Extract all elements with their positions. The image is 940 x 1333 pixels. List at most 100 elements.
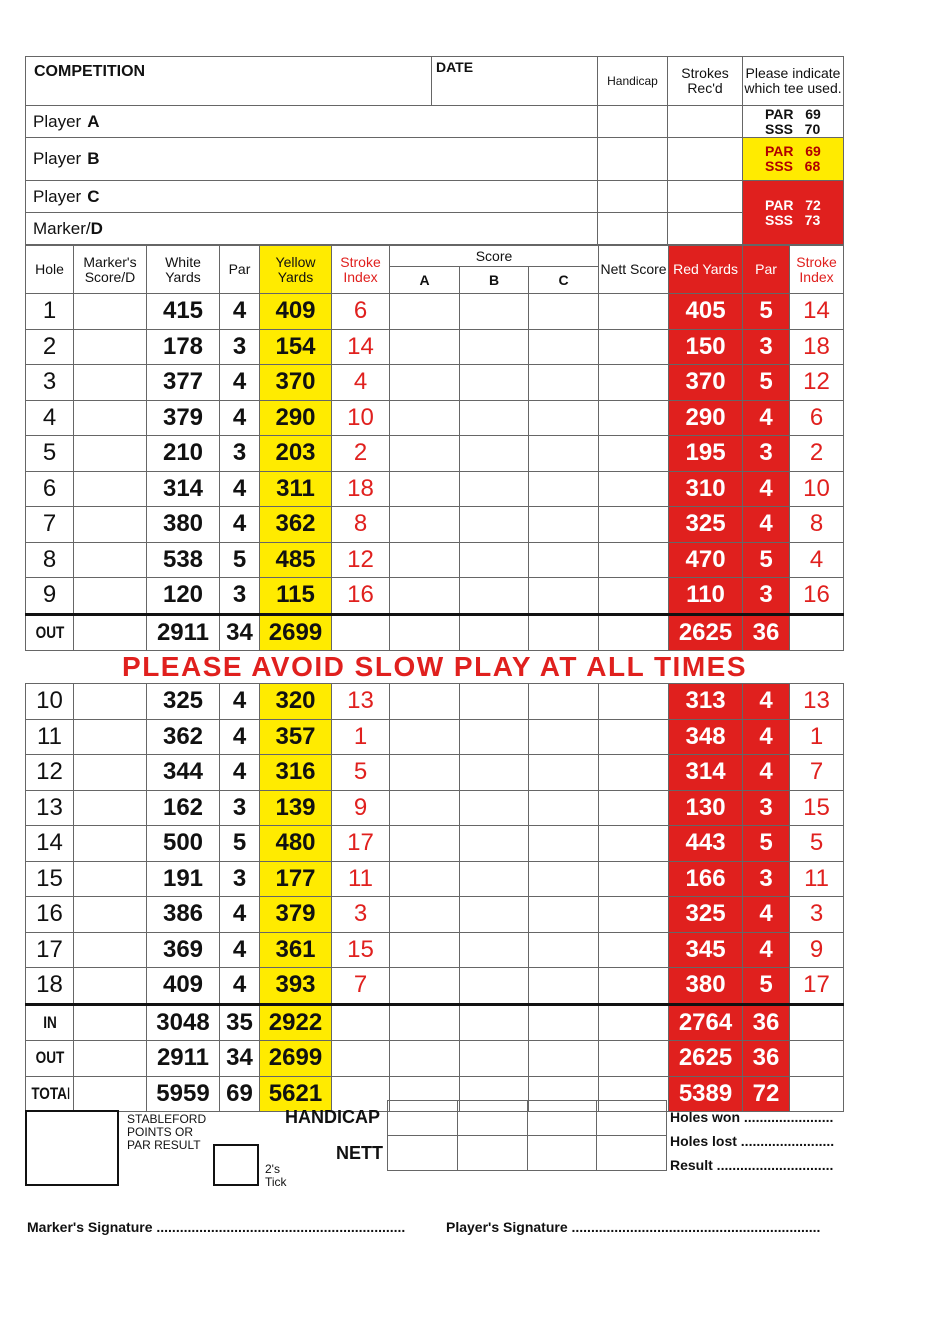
marker-score-cell[interactable] bbox=[73, 435, 147, 472]
marker-total-cell[interactable] bbox=[73, 1002, 147, 1041]
strokes-b[interactable] bbox=[667, 137, 743, 181]
score-c-cell[interactable] bbox=[527, 860, 600, 897]
marker-score-cell[interactable] bbox=[73, 399, 147, 436]
score-a-cell[interactable] bbox=[389, 860, 460, 897]
strokes-c[interactable] bbox=[667, 180, 743, 213]
score-b-cell[interactable] bbox=[459, 506, 529, 543]
score-b-cell[interactable] bbox=[459, 577, 529, 615]
score-c-cell[interactable] bbox=[527, 506, 600, 543]
strokes-d[interactable] bbox=[667, 212, 743, 245]
score-b-cell[interactable] bbox=[459, 789, 529, 826]
nett-score-cell[interactable] bbox=[598, 789, 670, 826]
marker-score-cell[interactable] bbox=[73, 506, 147, 543]
score-b-cell[interactable] bbox=[459, 541, 529, 578]
marker-total-cell[interactable] bbox=[73, 1075, 147, 1112]
score-c-cell[interactable] bbox=[527, 683, 600, 720]
marker-total-cell[interactable] bbox=[73, 1040, 147, 1077]
marker-score-cell[interactable] bbox=[73, 896, 147, 933]
score-a-total[interactable] bbox=[389, 1002, 460, 1041]
score-a-cell[interactable] bbox=[389, 683, 460, 720]
handicap-b-cell[interactable] bbox=[456, 1100, 528, 1136]
score-a-cell[interactable] bbox=[389, 293, 460, 330]
score-c-total[interactable] bbox=[527, 1002, 600, 1041]
nett-score-cell[interactable] bbox=[598, 293, 670, 330]
nett-score-cell[interactable] bbox=[598, 896, 670, 933]
handicap-a-cell[interactable] bbox=[387, 1100, 458, 1136]
nett-score-cell[interactable] bbox=[598, 825, 670, 862]
score-b-cell[interactable] bbox=[459, 293, 529, 330]
score-c-cell[interactable] bbox=[527, 967, 600, 1005]
score-c-cell[interactable] bbox=[527, 825, 600, 862]
marker-score-cell[interactable] bbox=[73, 789, 147, 826]
player-c-row[interactable]: Player C bbox=[25, 180, 598, 213]
handicap-c[interactable] bbox=[597, 180, 668, 213]
handicap-nett-cell[interactable] bbox=[596, 1100, 667, 1136]
score-b-cell[interactable] bbox=[459, 364, 529, 401]
nett-score-cell[interactable] bbox=[598, 506, 670, 543]
nett-score-cell[interactable] bbox=[598, 399, 670, 436]
score-a-cell[interactable] bbox=[389, 541, 460, 578]
blank[interactable] bbox=[331, 1075, 390, 1112]
score-a-cell[interactable] bbox=[389, 506, 460, 543]
score-b-total[interactable] bbox=[459, 1040, 529, 1077]
score-c-cell[interactable] bbox=[527, 541, 600, 578]
score-a-cell[interactable] bbox=[389, 825, 460, 862]
blank[interactable] bbox=[789, 1002, 845, 1041]
score-a-total[interactable] bbox=[389, 612, 460, 651]
holes-lost[interactable]: Holes lost ........................ bbox=[670, 1133, 835, 1149]
marker-score-cell[interactable] bbox=[73, 825, 147, 862]
score-a-cell[interactable] bbox=[389, 896, 460, 933]
nett-score-cell[interactable] bbox=[598, 364, 670, 401]
holes-won[interactable]: Holes won ....................... bbox=[670, 1109, 834, 1125]
score-c-cell[interactable] bbox=[527, 470, 600, 507]
score-c-cell[interactable] bbox=[527, 754, 600, 791]
blank[interactable] bbox=[789, 1040, 845, 1077]
nett-score-cell[interactable] bbox=[598, 754, 670, 791]
marker-score-cell[interactable] bbox=[73, 931, 147, 968]
score-a-cell[interactable] bbox=[389, 577, 460, 615]
marker-score-cell[interactable] bbox=[73, 293, 147, 330]
score-b-cell[interactable] bbox=[459, 328, 529, 365]
score-b-cell[interactable] bbox=[459, 399, 529, 436]
player-b-row[interactable]: Player B bbox=[25, 137, 598, 181]
marker-score-cell[interactable] bbox=[73, 541, 147, 578]
score-c-total[interactable] bbox=[527, 1040, 600, 1077]
score-c-cell[interactable] bbox=[527, 896, 600, 933]
nett-score-cell[interactable] bbox=[598, 683, 670, 720]
nett-score-cell[interactable] bbox=[598, 470, 670, 507]
player-a-row[interactable]: Player A bbox=[25, 105, 598, 138]
player-signature[interactable]: Player's Signature .....................… bbox=[446, 1219, 821, 1235]
marker-score-cell[interactable] bbox=[73, 683, 147, 720]
strokes-a[interactable] bbox=[667, 105, 743, 138]
score-b-cell[interactable] bbox=[459, 860, 529, 897]
score-a-cell[interactable] bbox=[389, 399, 460, 436]
nett-score-cell[interactable] bbox=[598, 328, 670, 365]
nett-score-cell[interactable] bbox=[598, 435, 670, 472]
blank[interactable] bbox=[331, 1002, 390, 1041]
score-a-cell[interactable] bbox=[389, 967, 460, 1005]
nett-score-cell[interactable] bbox=[598, 931, 670, 968]
score-c-cell[interactable] bbox=[527, 364, 600, 401]
score-b-cell[interactable] bbox=[459, 435, 529, 472]
date-field[interactable]: DATE bbox=[431, 56, 598, 106]
nett-a-cell[interactable] bbox=[387, 1135, 458, 1171]
score-b-cell[interactable] bbox=[459, 931, 529, 968]
score-a-cell[interactable] bbox=[389, 435, 460, 472]
blank[interactable] bbox=[331, 612, 390, 651]
nett-nett-cell[interactable] bbox=[596, 1135, 667, 1171]
nett-c-cell[interactable] bbox=[526, 1135, 598, 1171]
score-c-cell[interactable] bbox=[527, 718, 600, 755]
marker-signature[interactable]: Marker's Signature .....................… bbox=[27, 1219, 406, 1235]
handicap-d[interactable] bbox=[597, 212, 668, 245]
tee-red[interactable]: PAR 72 SSS 73 bbox=[742, 180, 844, 245]
score-a-total[interactable] bbox=[389, 1040, 460, 1077]
score-b-cell[interactable] bbox=[459, 683, 529, 720]
score-b-cell[interactable] bbox=[459, 718, 529, 755]
score-c-total[interactable] bbox=[527, 612, 600, 651]
score-c-cell[interactable] bbox=[527, 577, 600, 615]
nett-total[interactable] bbox=[598, 612, 670, 651]
score-c-cell[interactable] bbox=[527, 328, 600, 365]
blank[interactable] bbox=[789, 612, 845, 651]
score-a-cell[interactable] bbox=[389, 789, 460, 826]
marker-score-cell[interactable] bbox=[73, 967, 147, 1005]
